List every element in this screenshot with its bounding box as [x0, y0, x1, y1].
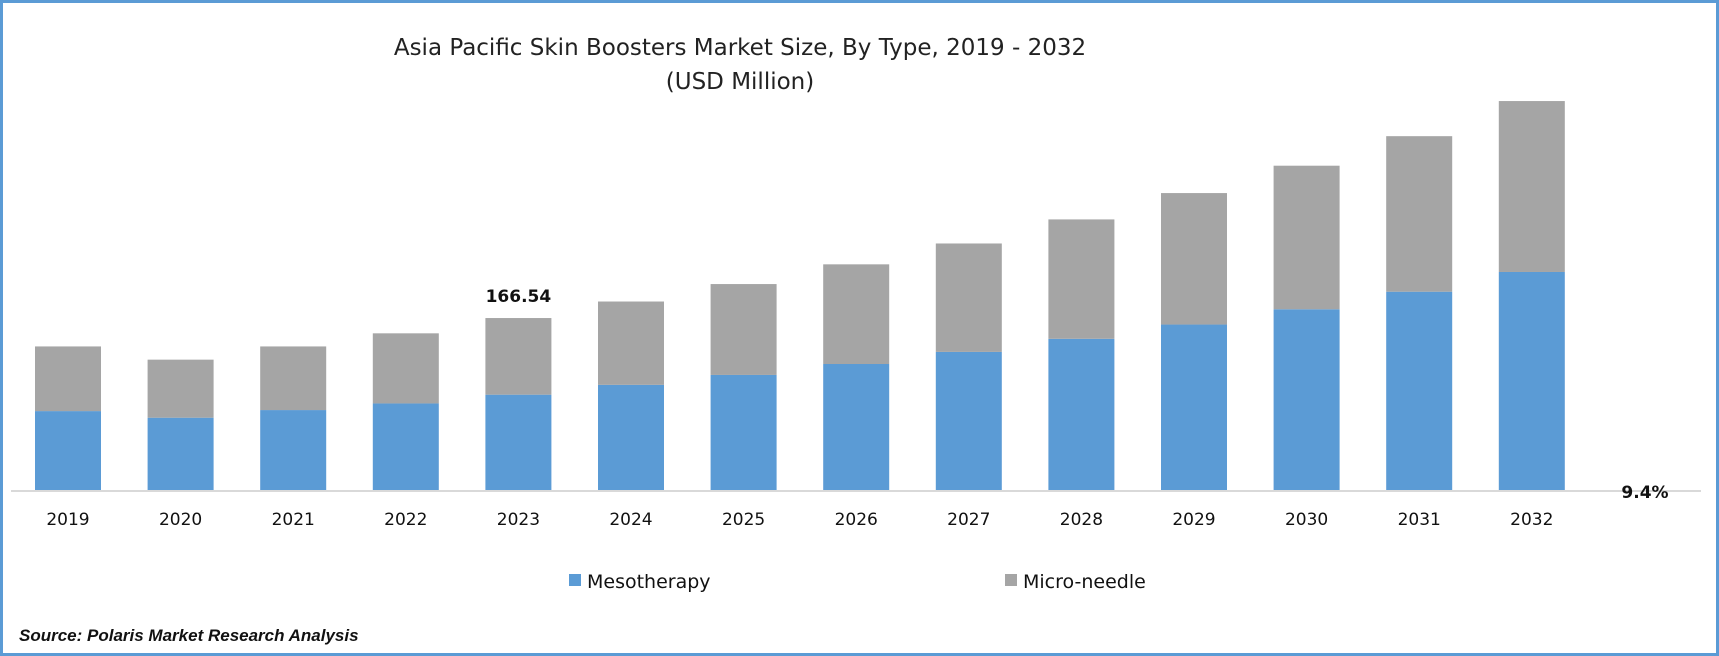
bar-mesotherapy-2032: [1498, 271, 1565, 490]
chart-title: Asia Pacific Skin Boosters Market Size, …: [394, 35, 1086, 61]
bar-mesotherapy-2020: [147, 417, 214, 490]
bar-mesotherapy-2025: [710, 374, 777, 490]
bar-micro-needle-2019: [35, 346, 101, 412]
bar-mesotherapy-2019: [35, 411, 101, 490]
x-tick-label-2029: 2029: [1172, 510, 1215, 530]
bar-mesotherapy-2031: [1386, 291, 1453, 490]
x-tick-label-2019: 2019: [46, 510, 89, 530]
x-tick-label-2028: 2028: [1060, 510, 1103, 530]
bar-micro-needle-2020: [147, 359, 214, 418]
bar-mesotherapy-2023: [485, 394, 552, 490]
bar-mesotherapy-2024: [598, 384, 664, 490]
cagr-label: 9.4%: [1621, 483, 1668, 503]
x-tick-label-2031: 2031: [1398, 510, 1441, 530]
stacked-bar-chart: Asia Pacific Skin Boosters Market Size, …: [11, 35, 1701, 645]
bar-mesotherapy-2030: [1273, 309, 1340, 490]
bar-micro-needle-2032: [1498, 101, 1565, 272]
data-label-2023: 166.54: [486, 287, 552, 307]
x-tick-label-2027: 2027: [947, 510, 990, 530]
bar-mesotherapy-2026: [823, 363, 890, 490]
x-tick-label-2032: 2032: [1510, 510, 1553, 530]
x-tick-label-2025: 2025: [722, 510, 765, 530]
bar-micro-needle-2031: [1386, 136, 1453, 292]
bar-mesotherapy-2029: [1161, 324, 1227, 490]
bar-micro-needle-2021: [260, 346, 327, 411]
bar-micro-needle-2022: [372, 333, 439, 404]
bar-mesotherapy-2028: [1048, 338, 1115, 490]
legend-label-mesotherapy: Mesotherapy: [587, 571, 711, 593]
source-note: Source: Polaris Market Research Analysis: [19, 626, 359, 645]
bar-micro-needle-2025: [710, 284, 777, 375]
x-tick-label-2020: 2020: [159, 510, 202, 530]
x-tick-label-2026: 2026: [835, 510, 878, 530]
legend-swatch-mesotherapy: [569, 574, 581, 586]
x-tick-label-2030: 2030: [1285, 510, 1328, 530]
bar-micro-needle-2024: [598, 301, 664, 385]
bar-micro-needle-2026: [823, 264, 890, 364]
x-tick-label-2022: 2022: [384, 510, 427, 530]
x-tick-label-2024: 2024: [609, 510, 652, 530]
bar-micro-needle-2023: [485, 318, 552, 395]
bar-mesotherapy-2027: [935, 351, 1002, 490]
bar-mesotherapy-2022: [372, 403, 439, 490]
x-tick-label-2021: 2021: [272, 510, 315, 530]
bar-micro-needle-2028: [1048, 219, 1115, 339]
legend-swatch-micro-needle: [1005, 574, 1017, 586]
legend-label-micro-needle: Micro-needle: [1023, 571, 1146, 593]
x-tick-label-2023: 2023: [497, 510, 540, 530]
bar-micro-needle-2029: [1161, 193, 1227, 325]
bar-micro-needle-2027: [935, 243, 1002, 352]
chart-subtitle: (USD Million): [666, 69, 814, 95]
bar-mesotherapy-2021: [260, 410, 327, 490]
bar-micro-needle-2030: [1273, 165, 1340, 310]
